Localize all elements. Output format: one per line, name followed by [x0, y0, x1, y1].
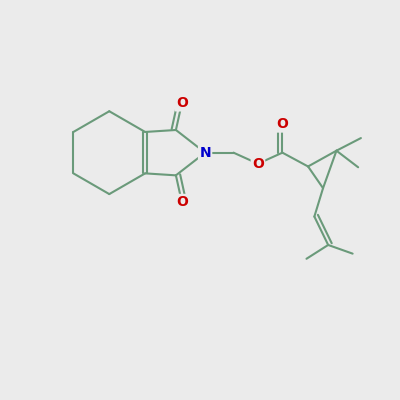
Text: O: O: [176, 96, 188, 110]
Text: O: O: [276, 117, 288, 131]
Text: O: O: [176, 195, 188, 209]
Text: O: O: [252, 157, 264, 171]
Text: N: N: [199, 146, 211, 160]
